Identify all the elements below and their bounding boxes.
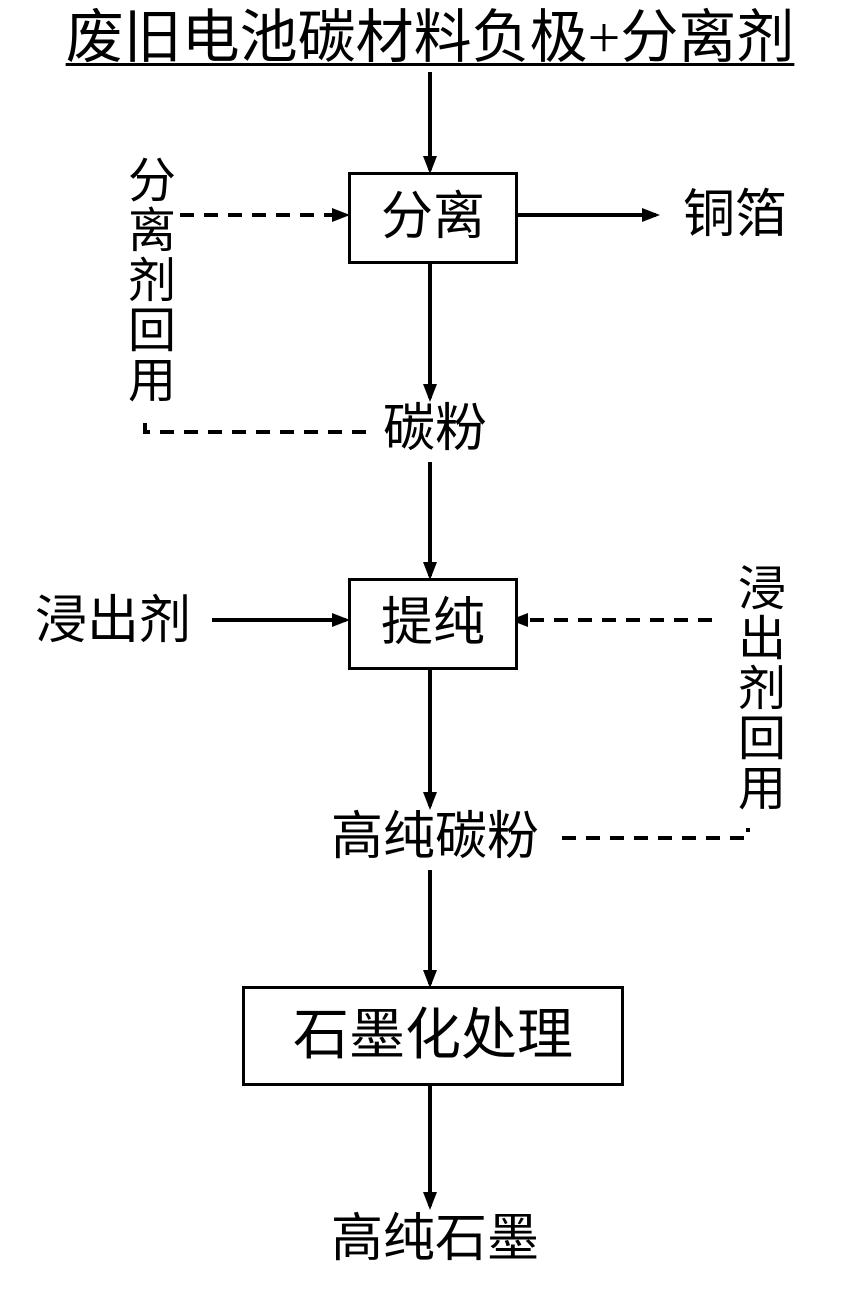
- edge-9: [562, 828, 748, 838]
- node-recycle1: 分离剂回用: [110, 140, 170, 420]
- node-carbon: 碳粉: [370, 400, 500, 460]
- node-hpgraphite: 高纯石墨: [310, 1210, 560, 1270]
- node-recycle2: 浸出剂回用: [720, 548, 780, 828]
- node-title: 废旧电池碳材料负极+分离剂: [10, 8, 850, 68]
- node-copper: 铜箔: [660, 186, 810, 246]
- node-purify: 提纯: [348, 578, 518, 670]
- node-leachant: 浸出剂: [18, 592, 208, 652]
- node-sep: 分离: [348, 172, 518, 264]
- edge-4: [145, 420, 366, 432]
- node-hpcarbon: 高纯碳粉: [310, 808, 560, 868]
- node-graphitize: 石墨化处理: [242, 986, 624, 1086]
